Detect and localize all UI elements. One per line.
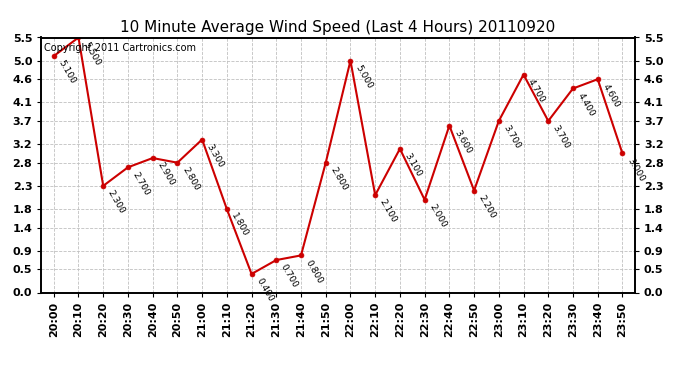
Text: 2.300: 2.300 <box>106 189 127 216</box>
Title: 10 Minute Average Wind Speed (Last 4 Hours) 20110920: 10 Minute Average Wind Speed (Last 4 Hou… <box>121 20 555 35</box>
Text: 2.900: 2.900 <box>155 161 176 188</box>
Text: 2.800: 2.800 <box>328 165 349 192</box>
Text: 2.800: 2.800 <box>180 165 201 192</box>
Text: 1.800: 1.800 <box>230 212 250 239</box>
Text: 3.700: 3.700 <box>502 124 522 151</box>
Text: 3.700: 3.700 <box>551 124 572 151</box>
Text: 0.800: 0.800 <box>304 258 324 285</box>
Text: 3.100: 3.100 <box>403 152 424 178</box>
Text: 2.100: 2.100 <box>378 198 399 225</box>
Text: 3.600: 3.600 <box>452 128 473 155</box>
Text: 2.200: 2.200 <box>477 193 497 220</box>
Text: 4.400: 4.400 <box>575 91 596 118</box>
Text: 5.100: 5.100 <box>57 59 77 86</box>
Text: 2.000: 2.000 <box>427 202 448 229</box>
Text: 3.300: 3.300 <box>205 142 226 169</box>
Text: 2.700: 2.700 <box>130 170 151 197</box>
Text: Copyright 2011 Cartronics.com: Copyright 2011 Cartronics.com <box>44 43 197 52</box>
Text: 5.500: 5.500 <box>81 40 102 67</box>
Text: 4.700: 4.700 <box>526 77 547 104</box>
Text: 0.400: 0.400 <box>255 277 275 303</box>
Text: 0.700: 0.700 <box>279 263 299 290</box>
Text: 4.600: 4.600 <box>600 82 621 109</box>
Text: 3.000: 3.000 <box>625 156 646 183</box>
Text: 5.000: 5.000 <box>353 63 374 90</box>
